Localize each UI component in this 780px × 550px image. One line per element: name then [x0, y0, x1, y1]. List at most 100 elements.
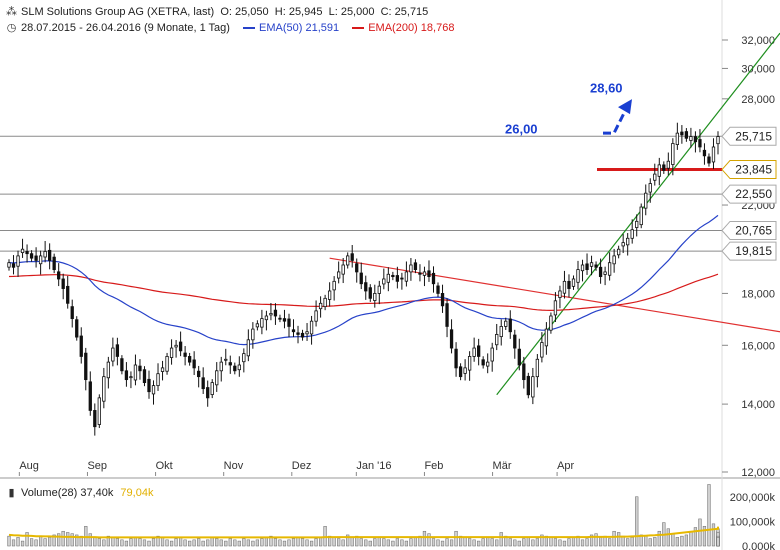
candle-body [106, 361, 110, 379]
volume-bar [251, 540, 255, 547]
volume-bar [318, 537, 323, 547]
y-tick-label: 28,000 [741, 94, 775, 106]
candle-body [635, 220, 639, 228]
candle-body [66, 285, 70, 304]
candle-body [38, 255, 43, 265]
candle-body [522, 363, 526, 381]
volume-bar [16, 537, 20, 547]
volume-bar [206, 539, 210, 547]
candle-body [242, 353, 246, 363]
volume-bar [260, 538, 264, 547]
candle-body [467, 356, 472, 371]
volume-bar [486, 537, 490, 547]
candle-body [431, 272, 436, 285]
volume-bar [598, 537, 603, 547]
candle-body [206, 387, 210, 399]
volume-bar [481, 538, 485, 547]
target-label-26: 26,00 [505, 121, 538, 136]
candle-body [20, 248, 25, 254]
candle-body [160, 367, 165, 372]
volume-bar [657, 530, 661, 547]
target-label-28-60: 28,60 [590, 80, 623, 95]
candle-body [698, 139, 702, 148]
candle-body [684, 131, 689, 139]
candle-body [422, 271, 427, 276]
candle-body [102, 376, 106, 402]
volume-bar [513, 539, 517, 547]
candle-body [373, 293, 377, 301]
volume-bar [151, 538, 156, 547]
volume-bar [531, 539, 535, 547]
volume-bar [341, 539, 345, 547]
volume-bar [626, 538, 630, 547]
candle-body [84, 352, 88, 381]
volume-bar [472, 539, 476, 547]
volume-bar [106, 535, 110, 547]
volume-bar [580, 539, 585, 547]
candle-body [495, 334, 499, 346]
volume-bar [693, 527, 698, 547]
candle-body [553, 300, 558, 316]
high-value: H: 25,945 [274, 6, 323, 18]
candle-body [11, 263, 16, 268]
candle-body [567, 280, 571, 289]
candle-body [404, 271, 409, 282]
candle-body [644, 192, 648, 209]
candle-body [16, 255, 20, 267]
candle-body [233, 365, 237, 372]
candle-body [201, 377, 205, 390]
candle-body [377, 285, 381, 294]
volume-bar [201, 540, 205, 547]
volume-bar [644, 535, 648, 547]
candle-body [70, 306, 74, 319]
candle-body [296, 332, 300, 335]
candle-body [88, 381, 92, 411]
volume-bar [52, 534, 56, 547]
candle-body [337, 271, 341, 279]
candle-body [653, 173, 657, 181]
volume-bar [463, 537, 467, 547]
x-tick-label: Nov [224, 460, 244, 472]
volume-bar [562, 540, 567, 547]
candle-body [147, 378, 151, 393]
candle-body [576, 269, 580, 283]
candle-body [612, 255, 616, 265]
candle-body [192, 359, 196, 369]
candle-body [458, 366, 463, 378]
candle-body [440, 293, 445, 307]
candle-body [436, 285, 440, 294]
candle-body [97, 397, 101, 425]
candle-body [544, 328, 549, 347]
candle-body [79, 335, 83, 357]
x-tick-label: Dez [292, 460, 312, 472]
y-tick-label: 14,000 [741, 399, 775, 411]
level-tag-label: 25,715 [735, 129, 772, 143]
candle-body [427, 270, 431, 278]
open-value: O: 25,050 [220, 6, 269, 18]
volume-bar [264, 537, 269, 547]
volume-bar [594, 533, 598, 547]
candle-body [174, 344, 178, 348]
volume-average-line [8, 526, 719, 539]
volume-bar [468, 538, 472, 547]
candle-body [251, 328, 255, 341]
candle-body [666, 160, 670, 169]
volume-tick-label: 200,000k [730, 492, 776, 504]
volume-bar [364, 539, 368, 547]
candle-body [693, 136, 698, 143]
candle-body [246, 339, 250, 357]
candle-body [603, 271, 607, 275]
volume-bar [549, 537, 553, 547]
volume-bar [169, 540, 174, 547]
volume-bar [300, 538, 305, 547]
volume-bar [630, 537, 634, 547]
candle-body [278, 317, 282, 320]
volume-bar [11, 539, 16, 547]
level-tag-label: 20,765 [735, 223, 772, 237]
candle-body [219, 361, 223, 372]
candle-body [7, 262, 11, 268]
chart-title: SLM Solutions Group AG (XETRA, last) [21, 6, 215, 18]
volume-bar [454, 530, 458, 547]
volume-bar [309, 540, 314, 547]
x-tick-label: Aug [19, 460, 39, 472]
